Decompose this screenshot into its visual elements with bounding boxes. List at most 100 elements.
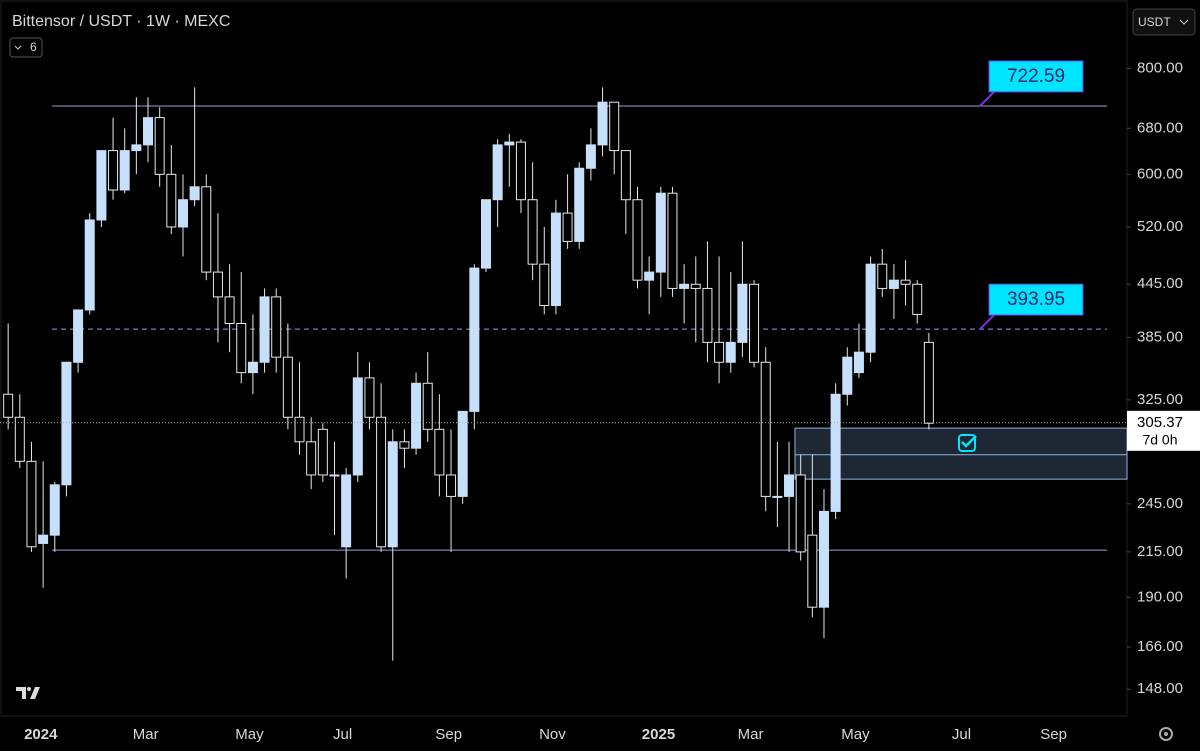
chevron-icon xyxy=(1179,19,1189,25)
candle-body xyxy=(504,141,515,146)
candle-body xyxy=(259,296,270,363)
y-tick-label: 385.00 xyxy=(1137,329,1183,346)
candle-body xyxy=(818,510,829,608)
candle-body xyxy=(725,341,736,363)
y-tick-label: 520.00 xyxy=(1137,218,1183,235)
callout-label: 722.59 xyxy=(1007,66,1065,87)
candle-body xyxy=(154,117,165,175)
last-price-tag xyxy=(1127,410,1200,451)
tv-logo xyxy=(16,687,40,699)
candle-body xyxy=(562,212,573,242)
candle-body xyxy=(212,271,223,298)
candle-body xyxy=(352,377,363,476)
candle-body xyxy=(830,393,841,512)
candle-body xyxy=(807,534,818,608)
candle-body xyxy=(865,263,876,353)
candle-body xyxy=(900,279,911,285)
y-tick-label: 445.00 xyxy=(1137,275,1183,292)
zone xyxy=(794,427,1128,480)
settings-icon[interactable] xyxy=(1159,727,1173,741)
callout-box xyxy=(988,60,1084,93)
chevron-icon xyxy=(14,45,22,50)
candle-body xyxy=(96,150,107,221)
candle-body xyxy=(772,495,783,498)
candle-body xyxy=(690,283,701,289)
x-tick-label: May xyxy=(841,726,870,743)
candle-body xyxy=(306,441,317,476)
candle-body xyxy=(632,199,643,281)
candle-body xyxy=(26,460,37,548)
candle-body xyxy=(201,186,212,273)
y-tick-label: 245.00 xyxy=(1137,495,1183,512)
candle-body xyxy=(376,416,387,548)
currency-label: USDT xyxy=(1138,15,1171,29)
callout-pointer xyxy=(979,89,997,107)
candle-body xyxy=(189,186,200,201)
candle-body xyxy=(585,144,596,169)
candle-body xyxy=(73,309,84,363)
y-tick-label: 148.00 xyxy=(1137,680,1183,697)
candle-body xyxy=(737,283,748,343)
candle-body xyxy=(702,287,713,343)
candle-body xyxy=(294,416,305,443)
candle-body xyxy=(108,150,119,191)
candle-body xyxy=(480,199,491,269)
candle-body xyxy=(84,219,95,311)
candle-body xyxy=(166,173,177,228)
candle-body xyxy=(842,356,853,395)
candle-body xyxy=(469,267,480,412)
candle-body xyxy=(282,356,293,418)
candle-body xyxy=(877,263,888,289)
check-box xyxy=(958,434,976,452)
candle-body xyxy=(527,199,538,265)
indicator-count: 6 xyxy=(30,40,37,54)
y-tick-label: 800.00 xyxy=(1137,59,1183,76)
candle-body xyxy=(387,441,398,548)
candle-body xyxy=(457,410,468,497)
x-tick-label: May xyxy=(235,726,264,743)
x-tick-label: Sep xyxy=(1040,726,1067,743)
candle-body xyxy=(667,192,678,289)
candle-body xyxy=(271,296,282,358)
y-tick-label: 190.00 xyxy=(1137,588,1183,605)
y-tick-label: 215.00 xyxy=(1137,543,1183,560)
candle-body xyxy=(3,393,14,418)
candle-body xyxy=(714,341,725,363)
check-mark xyxy=(961,435,977,448)
candle-body xyxy=(38,534,49,544)
callout-pointer xyxy=(979,312,997,330)
candle-body xyxy=(784,474,795,497)
candle-body xyxy=(434,428,445,476)
x-tick-label: Nov xyxy=(539,726,566,743)
candle-body xyxy=(177,199,188,228)
candle-body xyxy=(49,484,60,536)
candle-body xyxy=(550,212,561,307)
callout-box xyxy=(988,283,1084,316)
candle-body xyxy=(317,428,328,476)
candle-body xyxy=(644,271,655,281)
x-tick-label: Sep xyxy=(435,726,462,743)
candle-body xyxy=(411,382,422,449)
chart-title: Bittensor / USDT · 1W · MEXC xyxy=(12,13,230,30)
x-tick-label: Jul xyxy=(333,726,352,743)
candle-body xyxy=(399,441,410,449)
callout-label: 393.95 xyxy=(1007,289,1065,310)
candle-body xyxy=(515,141,526,201)
candle-body xyxy=(329,474,340,477)
candle-body xyxy=(655,192,666,273)
y-tick-label: 325.00 xyxy=(1137,391,1183,408)
candle-body xyxy=(923,341,934,424)
indicator-toggle[interactable] xyxy=(9,37,43,58)
pane-border xyxy=(0,0,1128,717)
currency-button[interactable] xyxy=(1132,8,1196,36)
candle-body xyxy=(888,279,899,289)
candle-body xyxy=(14,416,25,462)
candle-body xyxy=(539,263,550,307)
candle-body xyxy=(620,150,631,201)
candle-body xyxy=(597,101,608,146)
candle-body xyxy=(679,283,690,289)
candle-body xyxy=(364,377,375,418)
x-tick-label: Jul xyxy=(952,726,971,743)
candle-body xyxy=(760,361,771,497)
y-tick-label: 600.00 xyxy=(1137,165,1183,182)
